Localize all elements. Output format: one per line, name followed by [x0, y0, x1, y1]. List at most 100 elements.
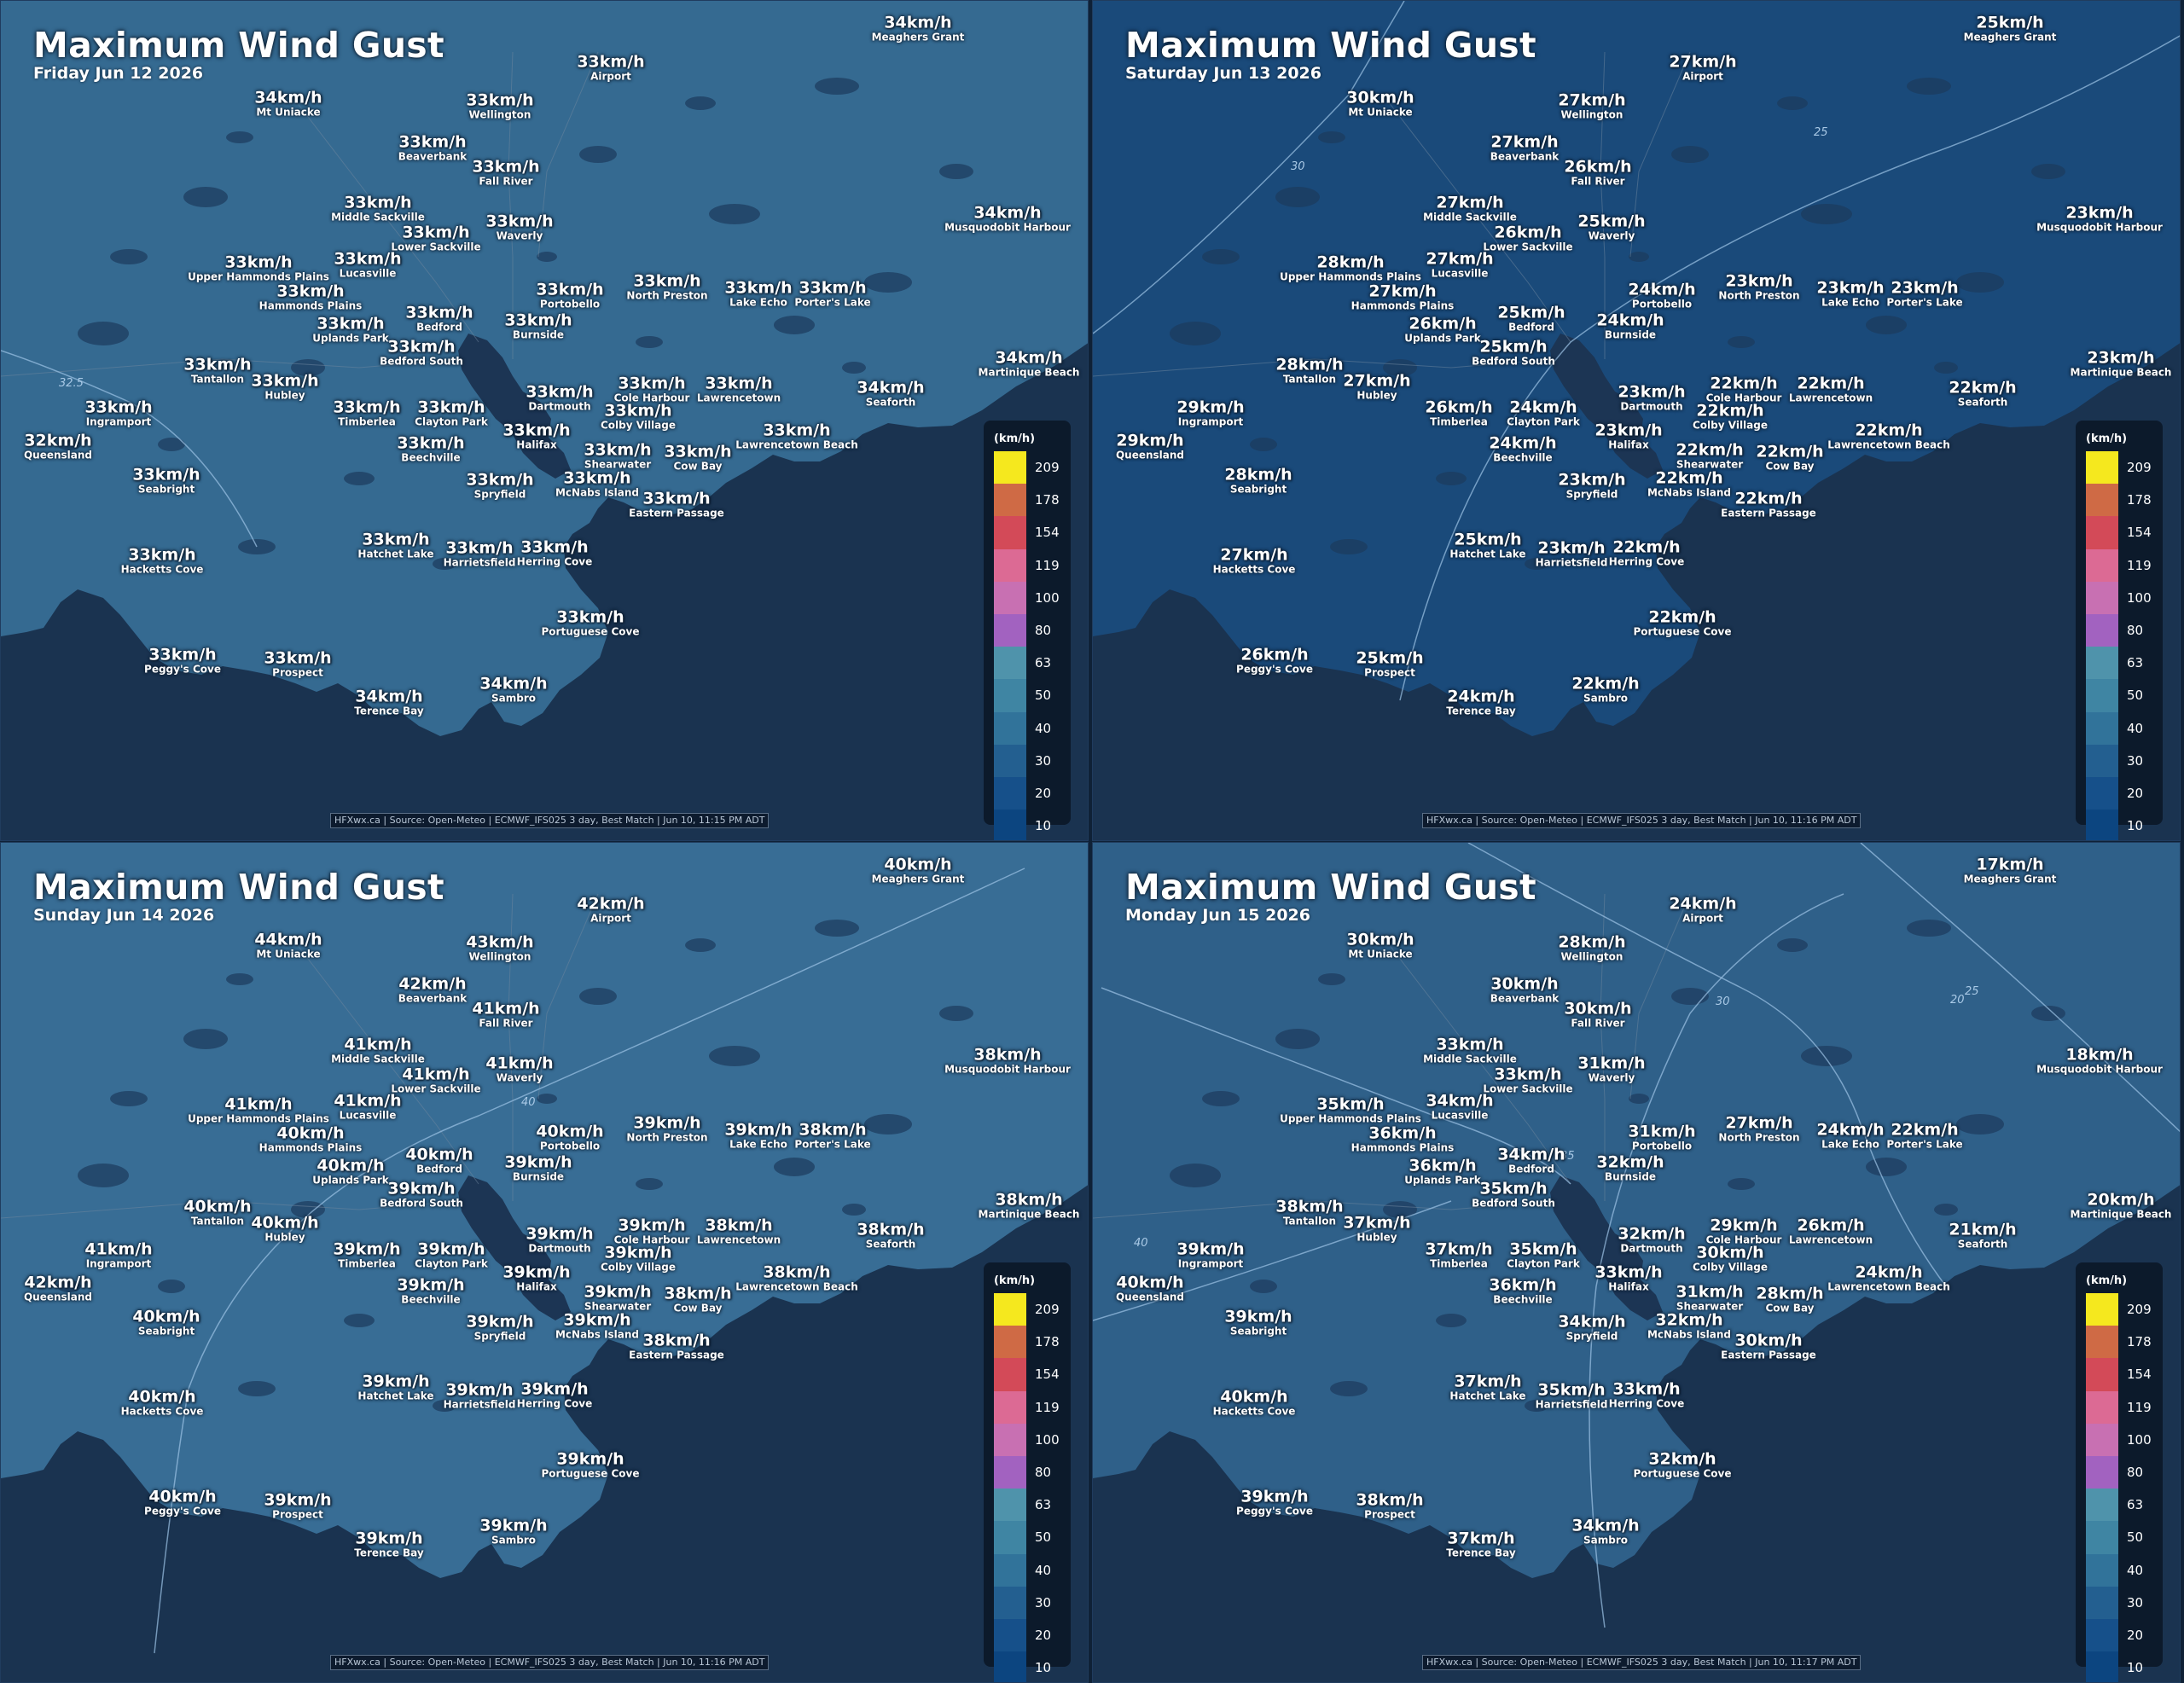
land [1093, 1, 2180, 736]
lake [1149, 438, 1173, 450]
location-label: 33km/h Cow Bay [664, 443, 731, 473]
place-name: Mt Uniacke [256, 948, 321, 960]
legend-entry: 40 [994, 711, 1062, 745]
gust-value: 33km/h [417, 398, 485, 417]
legend-label: 63 [2127, 655, 2144, 671]
location-label: 34km/h Seaforth [857, 379, 924, 409]
gust-value: 33km/h [264, 648, 332, 668]
location-label: 23km/h Porter's Lake [1886, 279, 1962, 309]
gust-value: 39km/h [724, 1120, 793, 1140]
legend-entry: 63 [994, 647, 1062, 680]
lake [344, 472, 375, 485]
legend-label: 178 [1035, 492, 1060, 508]
legend-label: 119 [2127, 557, 2152, 573]
location-label: 24km/h Lake Echo [1816, 1121, 1884, 1151]
legend-entry: 100 [994, 1423, 1062, 1456]
gust-value: 23km/h [2087, 348, 2155, 368]
gust-value: 33km/h [584, 440, 652, 460]
place-name: North Preston [626, 1131, 708, 1144]
location-label: 39km/h Terence Bay [354, 1529, 423, 1559]
place-name: Colby Village [1693, 1261, 1768, 1274]
location-label: 33km/h Colby Village [601, 402, 676, 432]
place-name: Uplands Park [1404, 332, 1481, 345]
place-name: Hammonds Plains [258, 1141, 363, 1154]
gust-value: 34km/h [1558, 1312, 1626, 1332]
lake [78, 1164, 129, 1187]
location-label: 27km/h Hacketts Cove [1213, 546, 1296, 576]
lake [57, 1280, 81, 1292]
legend-entry: 209 [2086, 1293, 2154, 1326]
location-label: 31km/h Portobello [1628, 1123, 1695, 1152]
lake [774, 1158, 815, 1176]
legend-swatch [994, 776, 1026, 810]
gust-value: 30km/h [1490, 974, 1559, 994]
gust-value: 24km/h [1669, 894, 1737, 914]
location-label: 22km/h Eastern Passage [1721, 490, 1816, 519]
location-label: 33km/h Hammonds Plains [259, 282, 363, 312]
gust-value: 33km/h [1594, 1262, 1663, 1282]
location-label: 34km/h Spryfield [1558, 1313, 1625, 1343]
place-name: Martinique Beach [978, 1208, 1080, 1221]
lake [1671, 988, 1709, 1005]
place-name: Uplands Park [1404, 1174, 1481, 1187]
location-label: 34km/h Bedford [1497, 1146, 1565, 1175]
legend-entry: 50 [2086, 679, 2154, 712]
legend-swatch [994, 516, 1026, 549]
place-name: Harrietsfield [1535, 1398, 1608, 1411]
place-name: Waverly [496, 229, 543, 242]
map-panel-monday: 40 35 30 25 20 Maximum Wind Gust Monday Jun 15… [1092, 842, 2181, 1683]
location-label: 34km/h Sambro [479, 675, 547, 705]
legend-swatch [2086, 1651, 2118, 1682]
gust-value: 43km/h [466, 932, 534, 952]
legend-label: 40 [1035, 720, 1052, 736]
legend-label: 154 [1035, 1367, 1060, 1383]
place-name: Portobello [1631, 1140, 1693, 1152]
location-label: 26km/h Lawrencetown [1789, 1216, 1873, 1246]
lake [1250, 1280, 1277, 1293]
isoline-label: 30 [1291, 160, 1305, 173]
location-label: 33km/h Lake Echo [724, 279, 792, 309]
gust-value: 33km/h [724, 278, 793, 298]
location-label: 40km/h Meaghers Grant [872, 856, 965, 885]
halifax-harbour [1550, 1175, 1663, 1320]
location-label: 22km/h Colby Village [1693, 402, 1768, 432]
place-name: Prospect [1364, 1508, 1415, 1521]
location-label: 22km/h McNabs Island [1647, 469, 1731, 499]
map-title: Maximum Wind Gust [33, 867, 444, 908]
place-name: Hacketts Cove [120, 563, 204, 576]
legend-label: 63 [1035, 1497, 1052, 1513]
location-label: 31km/h Waverly [1577, 1054, 1645, 1084]
place-name: Timberlea [338, 1257, 396, 1270]
place-name: Hammonds Plains [1350, 1141, 1455, 1154]
location-label: 38km/h Tantallon [1275, 1198, 1343, 1227]
location-label: 33km/h North Preston [626, 272, 707, 302]
lake [1170, 322, 1221, 345]
place-name: Spryfield [1565, 488, 1618, 501]
place-name: Lower Sackville [1483, 1082, 1573, 1095]
lake [1250, 438, 1277, 451]
legend-swatch [2086, 647, 2118, 680]
place-name: Wellington [468, 950, 531, 963]
location-label: 39km/h Cole Harbour [614, 1216, 690, 1246]
gust-value: 34km/h [973, 203, 1042, 223]
legend-swatch [994, 711, 1026, 745]
place-name: Lucasville [339, 267, 397, 280]
location-label: 24km/h Airport [1669, 895, 1736, 925]
gust-value: 39km/h [633, 1113, 701, 1133]
place-name: Lawrencetown Beach [1827, 438, 1950, 451]
place-name: Hatchet Lake [1449, 548, 1526, 560]
location-label: 39km/h Hatchet Lake [357, 1373, 433, 1402]
location-label: 25km/h Waverly [1577, 212, 1645, 242]
legend-label: 80 [1035, 1465, 1052, 1481]
location-label: 33km/h Portobello [536, 281, 603, 310]
place-name: Eastern Passage [1721, 507, 1816, 519]
location-label: 40km/h Peggy's Cove [144, 1488, 221, 1518]
legend-label: 10 [1035, 1660, 1052, 1676]
lake [1525, 558, 1548, 570]
gust-value: 33km/h [1612, 1379, 1681, 1399]
legend-swatch [2086, 1521, 2118, 1554]
place-name: Peggy's Cove [144, 1505, 221, 1518]
gust-value: 23km/h [1618, 382, 1686, 402]
isoline-label: 35 [1560, 1150, 1575, 1163]
legend-swatch [2086, 1489, 2118, 1522]
